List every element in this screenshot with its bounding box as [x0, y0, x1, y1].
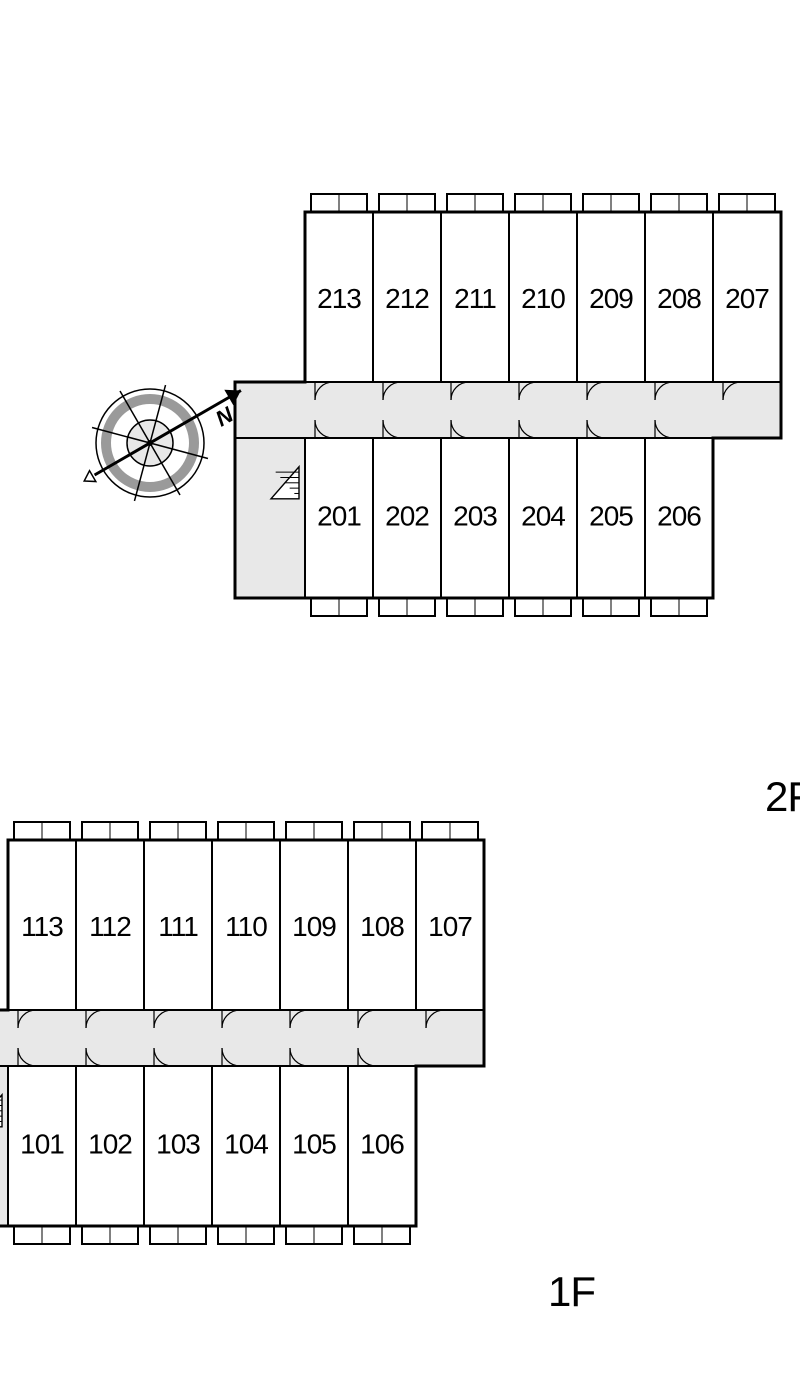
room-label: 107	[428, 911, 472, 942]
room-label: 104	[224, 1128, 268, 1159]
room-label: 206	[657, 500, 701, 531]
room-label: 103	[156, 1128, 200, 1159]
room-label: 203	[453, 500, 497, 531]
room-label: 207	[725, 283, 769, 314]
room-label: 202	[385, 500, 429, 531]
room-label: 111	[158, 911, 198, 942]
floor-label: 2F	[765, 773, 800, 820]
room-label: 110	[225, 911, 267, 942]
room-label: 209	[589, 283, 633, 314]
room-label: 210	[521, 283, 565, 314]
floor-label: 1F	[548, 1268, 595, 1315]
room-label: 212	[385, 283, 429, 314]
room-label: 211	[454, 283, 496, 314]
room-label: 208	[657, 283, 701, 314]
room-label: 112	[89, 911, 131, 942]
room-label: 106	[360, 1128, 404, 1159]
room-label: 109	[292, 911, 336, 942]
room-label: 101	[20, 1128, 64, 1159]
floorplan-svg: 213 212 211 210 209 208 207 201 202 203 204 205 206 2…	[0, 0, 800, 1381]
room-label: 113	[21, 911, 63, 942]
room-label: 108	[360, 911, 404, 942]
room-label: 201	[317, 500, 361, 531]
room-label: 213	[317, 283, 361, 314]
room-label: 204	[521, 500, 565, 531]
room-label: 205	[589, 500, 633, 531]
room-label: 102	[88, 1128, 132, 1159]
room-label: 105	[292, 1128, 336, 1159]
